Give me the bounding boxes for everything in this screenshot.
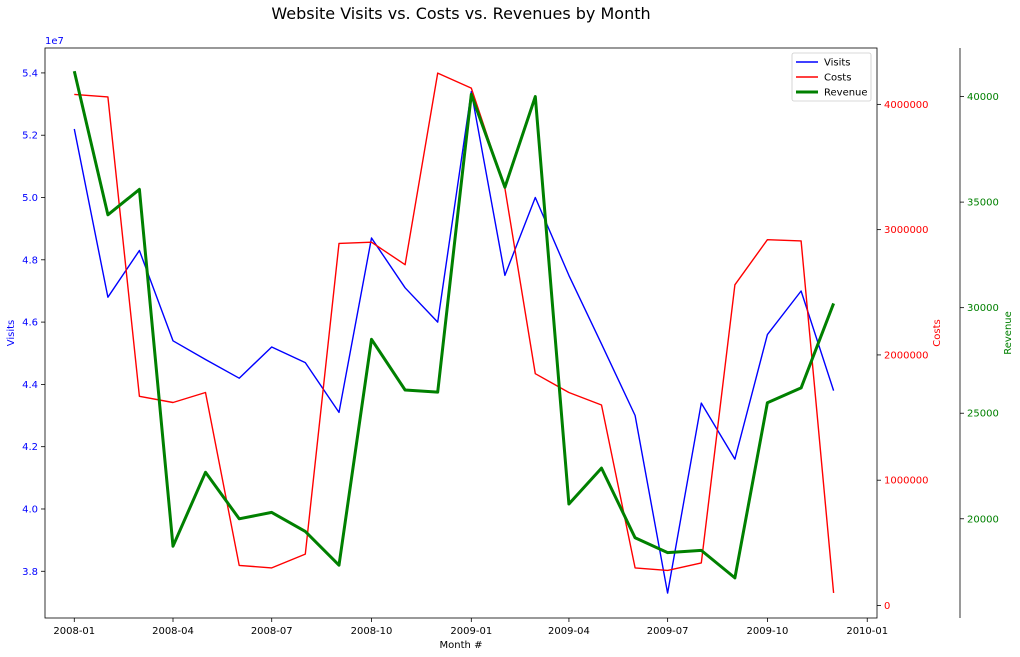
x-tick-label: 2008-10 [351,626,393,637]
series-line-visits [73,90,835,594]
x-tick-label: 2010-01 [846,626,888,637]
visits-tick-label: 5.4 [22,68,38,79]
visits-tick-label: 4.2 [22,442,38,453]
revenue-tick-label: 20000 [967,514,999,525]
legend-label: Costs [824,73,851,84]
costs-tick-label: 0 [884,601,890,612]
series-line-costs [74,72,835,593]
series-line-revenue [72,70,835,580]
x-tick-label: 2008-01 [53,626,95,637]
visits-offset-text: 1e7 [45,36,64,47]
visits-tick-label: 4.4 [22,380,38,391]
series-group [72,70,835,594]
costs-tick-label: 2000000 [884,350,929,361]
revenue-tick-label: 30000 [967,303,999,314]
x-tick-label: 2009-01 [450,626,492,637]
legend-label: Visits [824,58,851,69]
revenue-axis-label: Revenue [1003,311,1014,355]
chart-title: Website Visits vs. Costs vs. Revenues by… [271,4,650,23]
legend-box [791,52,872,102]
visits-tick-label: 4.6 [22,318,38,329]
legend: Visits Costs Revenue [791,52,872,102]
axes-group: 2008-01 2008-04 2008-07 2008-10 2009-01 2009-… [6,36,1014,637]
plot-frame [44,47,878,619]
x-tick-label: 2008-04 [152,626,194,637]
legend-label: Revenue [824,88,868,99]
visits-tick-label: 4.0 [22,504,38,515]
costs-tick-label: 3000000 [884,225,929,236]
revenue-tick-label: 40000 [967,92,999,103]
costs-axis-label: Costs [932,319,943,346]
costs-tick-label: 1000000 [884,476,929,487]
x-tick-label: 2009-04 [548,626,590,637]
x-axis-label: Month # [440,640,483,651]
revenue-tick-label: 35000 [967,198,999,209]
visits-tick-label: 3.8 [22,567,38,578]
x-tick-label: 2009-07 [647,626,689,637]
visits-tick-label: 4.8 [22,255,38,266]
costs-tick-label: 4000000 [884,100,929,111]
visits-axis-label: Visits [6,320,17,347]
x-tick-label: 2008-07 [251,626,293,637]
visits-tick-label: 5.0 [22,193,38,204]
revenue-tick-label: 25000 [967,409,999,420]
x-tick-label: 2009-10 [747,626,789,637]
visits-tick-label: 5.2 [22,131,38,142]
